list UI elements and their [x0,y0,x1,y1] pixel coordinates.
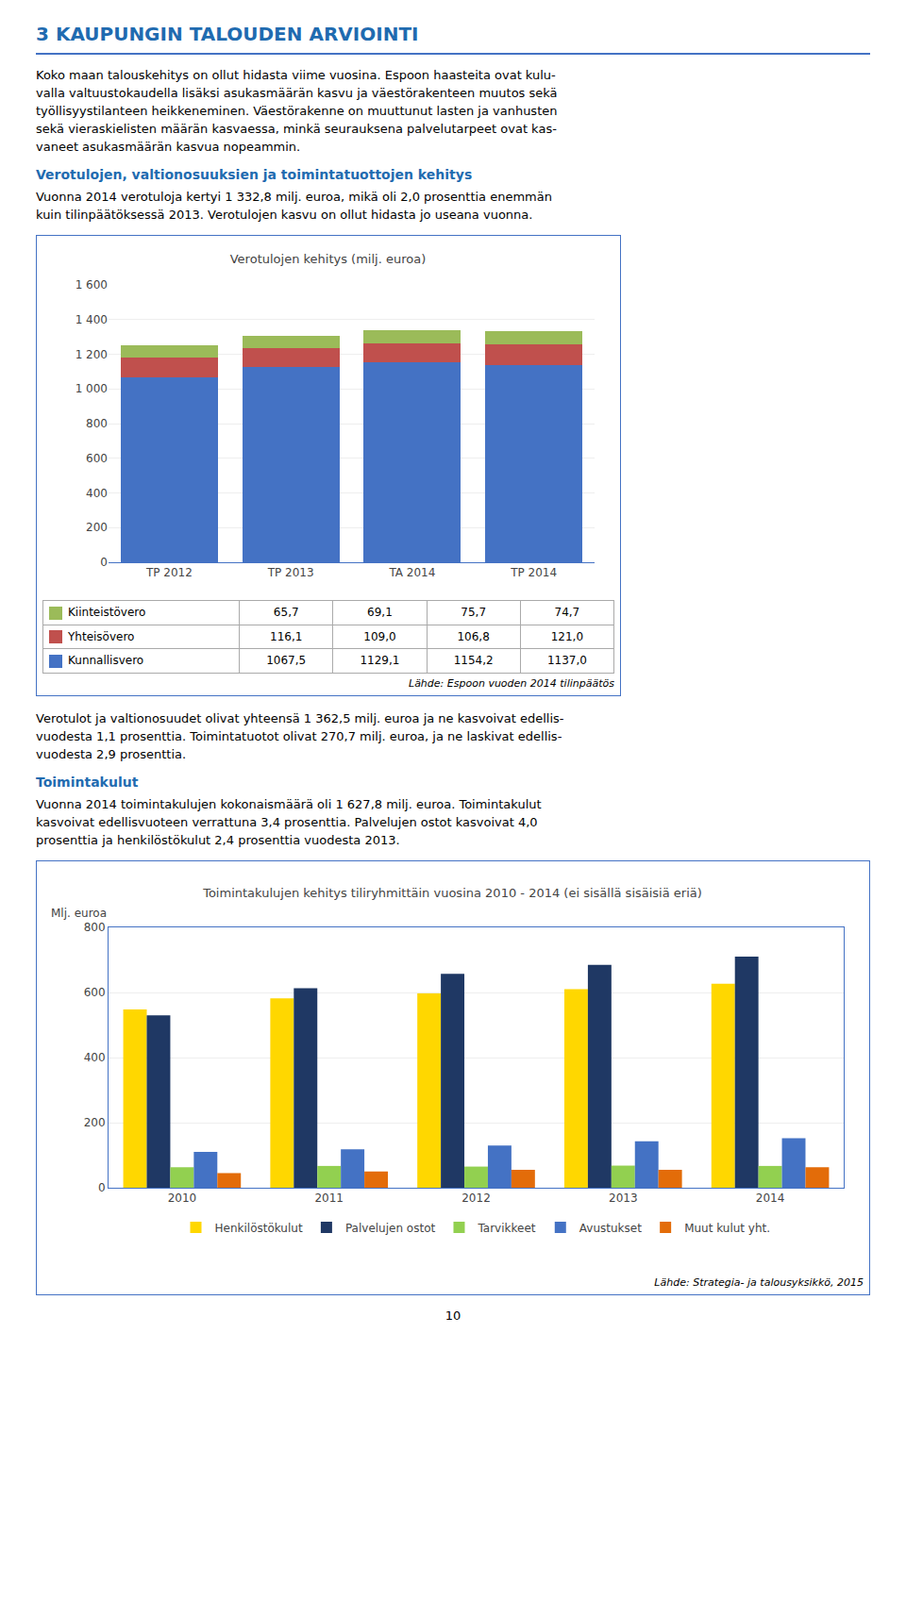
html-text:Kiinteistövero: Kiinteistövero [67,605,146,620]
svg-text:2010: 2010 [167,1191,198,1206]
svg-text:1 000: 1 000 [75,382,108,396]
html-text:Yhteisövero: Yhteisövero [67,629,135,644]
html-text:Vuonna 2014 toimintakulujen ko: Vuonna 2014 toimintakulujen kokonaismäär… [35,796,542,812]
svg-text:600: 600 [83,986,106,1000]
html-text:Lähde: Espoon vuoden 2014 tili: Lähde: Espoon vuoden 2014 tilinpäätös [408,677,615,690]
html-text:kuin tilinpäätöksessä 2013. Ve: kuin tilinpäätöksessä 2013. Verotulojen … [35,207,533,222]
svg-text:Henkilöstökulut: Henkilöstökulut [215,1221,303,1235]
html-text:1154,2: 1154,2 [453,654,494,668]
svg-text:Verotulojen kehitys (milj. eur: Verotulojen kehitys (milj. euroa) [230,251,427,267]
svg-text:800: 800 [83,921,106,935]
html-text:1137,0: 1137,0 [547,654,587,668]
svg-text:1 600: 1 600 [75,278,108,292]
html-text:10: 10 [445,1308,461,1323]
html-text:3 KAUPUNGIN TALOUDEN ARVIOINTI: 3 KAUPUNGIN TALOUDEN ARVIOINTI [35,22,419,46]
svg-text:0: 0 [100,555,108,570]
svg-text:1 200: 1 200 [75,348,108,362]
svg-text:2011: 2011 [314,1191,344,1206]
html-text:106,8: 106,8 [457,630,490,644]
html-text:1067,5: 1067,5 [266,654,306,668]
html-text:valla valtuustokaudella lisäks: valla valtuustokaudella lisäksi asukasmä… [35,85,558,101]
html-text:74,7: 74,7 [554,606,580,620]
html-text:75,7: 75,7 [460,606,487,620]
html-text:Vuonna 2014 verotuloja kertyi: Vuonna 2014 verotuloja kertyi 1 332,8 mi… [35,189,553,204]
html-text:sekä vieraskielisten määrän ka: sekä vieraskielisten määrän kasvaessa, m… [35,121,557,136]
svg-text:TA 2014: TA 2014 [387,566,436,580]
html-text:1129,1: 1129,1 [359,654,400,668]
svg-text:800: 800 [85,417,108,431]
svg-text:400: 400 [85,486,108,501]
html-text:121,0: 121,0 [550,630,584,644]
html-text:kasvoivat edellisvuoteen verra: kasvoivat edellisvuoteen verrattuna 3,4 … [35,814,538,830]
svg-text:2012: 2012 [461,1191,491,1206]
svg-text:TP 2012: TP 2012 [145,566,193,580]
svg-text:Tarvikkeet: Tarvikkeet [476,1221,536,1235]
html-text:vuodesta 2,9 prosenttia.: vuodesta 2,9 prosenttia. [35,746,187,762]
svg-text:2013: 2013 [608,1191,638,1206]
svg-text:200: 200 [85,520,108,535]
html-text:Verotulojen, valtionosuuksien: Verotulojen, valtionosuuksien ja toimint… [35,167,473,183]
html-text:Kunnallisvero: Kunnallisvero [67,654,144,668]
svg-text:400: 400 [83,1051,106,1065]
html-text:Koko maan talouskehitys on oll: Koko maan talouskehitys on ollut hidasta… [35,67,556,83]
html-text:69,1: 69,1 [367,606,393,620]
svg-text:2014: 2014 [755,1191,786,1206]
html-text:109,0: 109,0 [363,630,396,644]
html-text:116,1: 116,1 [269,630,303,644]
html-text:prosenttia ja henkilöstökulut: prosenttia ja henkilöstökulut 2,4 prosen… [35,832,400,848]
html-text:työllisyystilanteen heikkenemi: työllisyystilanteen heikkeneminen. Väest… [35,103,558,118]
svg-text:200: 200 [83,1116,106,1130]
svg-text:Mlj. euroa: Mlj. euroa [50,906,107,921]
html-text:Lähde: Strategia- ja talousyks: Lähde: Strategia- ja talousyksikkö, 2015 [654,1276,864,1289]
svg-text:0: 0 [98,1181,106,1195]
svg-text:Toimintakulujen kehitys tiliry: Toimintakulujen kehitys tiliryhmittäin v… [201,886,703,901]
html-text:Toimintakulut: Toimintakulut [35,774,139,790]
svg-text:Avustukset: Avustukset [579,1221,642,1235]
html-text:vuodesta 1,1 prosenttia. Toimi: vuodesta 1,1 prosenttia. Toimintatuotot … [35,729,562,744]
svg-text:Palvelujen ostot: Palvelujen ostot [345,1221,437,1235]
html-text:65,7: 65,7 [273,606,299,620]
svg-text:600: 600 [85,452,108,466]
html-text:Verotulot ja valtionosuudet ol: Verotulot ja valtionosuudet olivat yhtee… [35,711,564,726]
svg-text:TP 2014: TP 2014 [509,566,557,580]
svg-text:Muut kulut yht.: Muut kulut yht. [684,1221,771,1235]
svg-text:1 400: 1 400 [75,313,108,327]
svg-text:TP 2013: TP 2013 [267,566,315,580]
html-text:vaneet asukasmäärän kasvua nop: vaneet asukasmäärän kasvua nopeammin. [35,139,301,154]
